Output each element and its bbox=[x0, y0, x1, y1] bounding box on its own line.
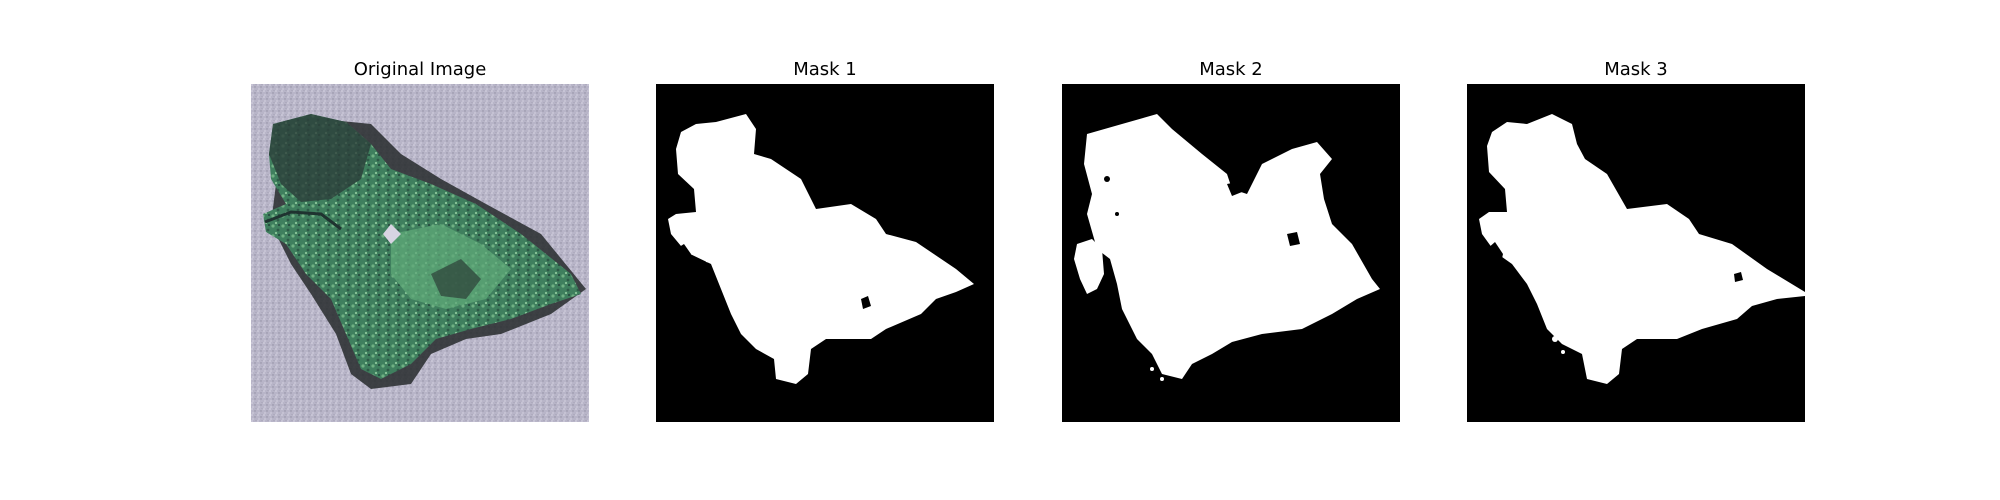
mask-1-image bbox=[656, 84, 994, 422]
panel-original-image: Original Image bbox=[251, 57, 589, 437]
panel-title: Mask 2 bbox=[1199, 59, 1263, 80]
panel-mask-2: Mask 2 bbox=[1062, 57, 1400, 437]
original-leaf-image bbox=[251, 84, 589, 422]
mask-3-image bbox=[1467, 84, 1805, 422]
panel-title: Original Image bbox=[353, 59, 487, 80]
mask-2-image bbox=[1062, 84, 1400, 422]
panel-mask-1: Mask 1 bbox=[656, 57, 994, 437]
panel-title: Mask 1 bbox=[793, 59, 857, 80]
panel-mask-3: Mask 3 bbox=[1467, 57, 1805, 437]
panel-title: Mask 3 bbox=[1604, 59, 1668, 80]
